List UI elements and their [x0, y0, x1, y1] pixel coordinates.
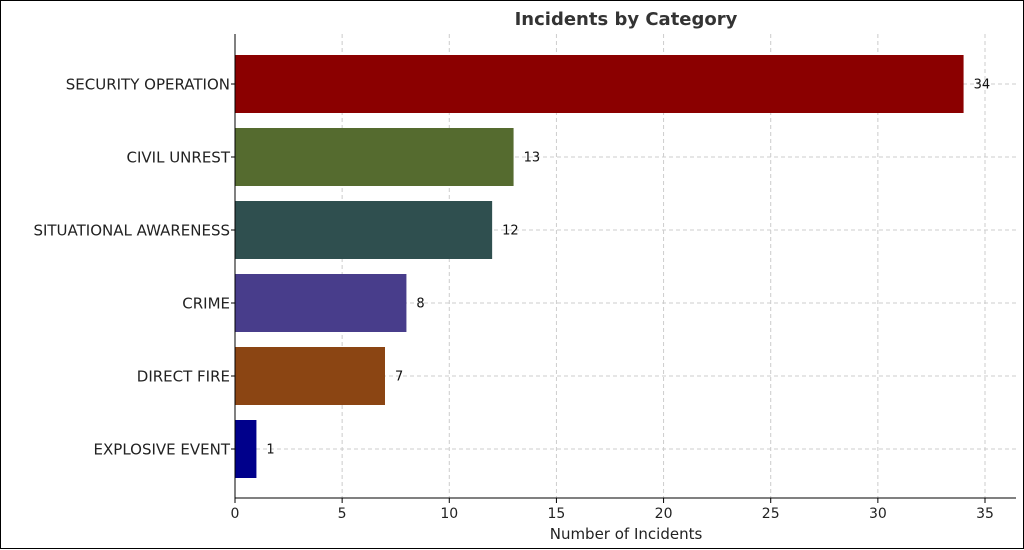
bar-value-label: 34 — [974, 78, 991, 93]
category-label: SECURITY OPERATION — [66, 76, 230, 94]
category-label: SITUATIONAL AWARENESS — [33, 222, 230, 240]
category-label: CRIME — [182, 295, 230, 313]
bar — [235, 347, 385, 405]
labels: 34 SECURITY OPERATION 13 CIVIL UNREST 12 SITU… — [33, 76, 993, 523]
x-tick-label: 0 — [231, 506, 240, 522]
bar-value-label: 1 — [266, 443, 274, 458]
x-tick-label: 30 — [869, 506, 887, 522]
category-label: EXPLOSIVE EVENT — [94, 441, 231, 459]
x-tick-label: 25 — [762, 506, 780, 522]
x-tick-label: 35 — [976, 506, 994, 522]
bar-value-label: 8 — [416, 297, 424, 312]
bar-value-label: 7 — [395, 370, 403, 385]
category-label: DIRECT FIRE — [137, 368, 230, 386]
axes — [231, 34, 1016, 503]
bar — [235, 420, 257, 478]
bar — [235, 55, 964, 113]
bars — [235, 55, 964, 478]
x-tick-label: 15 — [548, 506, 566, 522]
x-tick-label: 20 — [655, 506, 673, 522]
chart-title: Incidents by Category — [515, 9, 738, 30]
x-tick-label: 10 — [440, 506, 458, 522]
bar-value-label: 12 — [502, 224, 519, 239]
bar-value-label: 13 — [524, 151, 541, 166]
x-tick-label: 5 — [338, 506, 347, 522]
bar — [235, 201, 493, 259]
bar — [235, 128, 514, 186]
category-label: CIVIL UNREST — [127, 149, 231, 167]
x-axis-label: Number of Incidents — [550, 525, 703, 543]
bar — [235, 274, 407, 332]
